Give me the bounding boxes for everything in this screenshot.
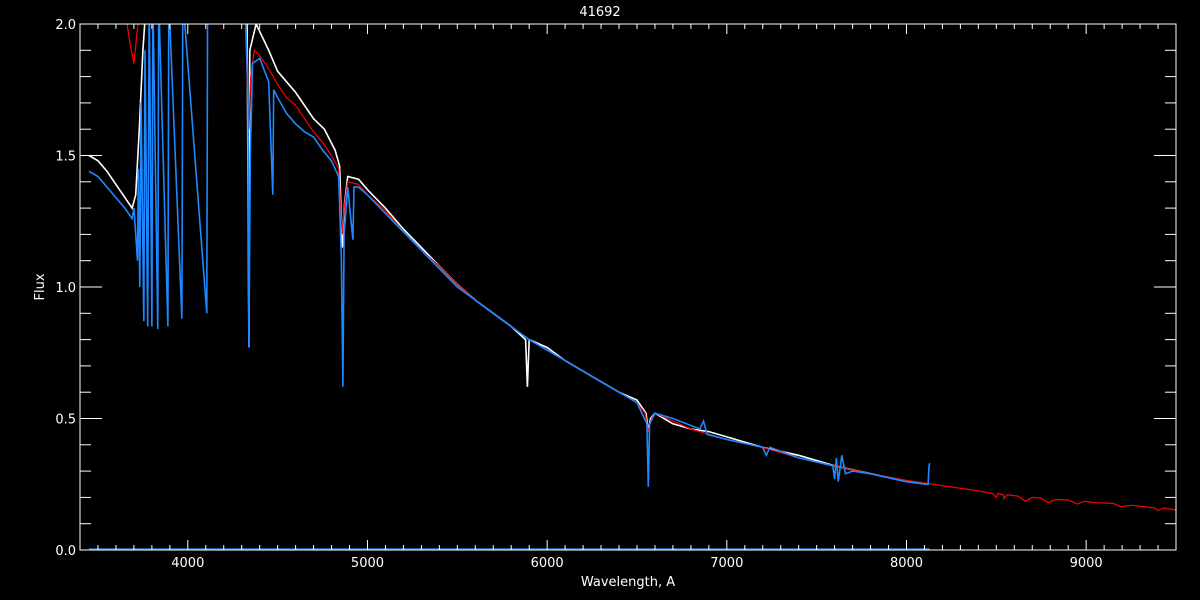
x-tick-label: 5000 xyxy=(351,556,384,571)
x-tick-label: 7000 xyxy=(710,556,743,571)
y-tick-label: 1.5 xyxy=(55,150,76,165)
y-tick-label: 0.0 xyxy=(55,544,76,559)
series-layer xyxy=(88,24,1176,550)
x-tick-label: 4000 xyxy=(171,556,204,571)
x-tick-label: 8000 xyxy=(890,556,923,571)
series-line-2 xyxy=(88,24,931,487)
series-line-0 xyxy=(88,24,929,486)
chart-title: 41692 xyxy=(579,5,620,20)
y-tick-label: 1.0 xyxy=(55,281,76,296)
plot-frame xyxy=(79,23,1177,551)
y-axis-label: Flux xyxy=(33,273,48,300)
x-tick-label: 9000 xyxy=(1070,556,1103,571)
y-tick-label: 0.5 xyxy=(55,413,76,428)
axes-layer: 4000 5000 6000 7000 8000 9000 0.0 0.5 1.0 1.5 2.0 xyxy=(55,18,1177,571)
x-tick-label: 6000 xyxy=(531,556,564,571)
y-tick-label: 2.0 xyxy=(55,18,76,33)
x-axis-label: Wavelength, A xyxy=(581,575,675,590)
